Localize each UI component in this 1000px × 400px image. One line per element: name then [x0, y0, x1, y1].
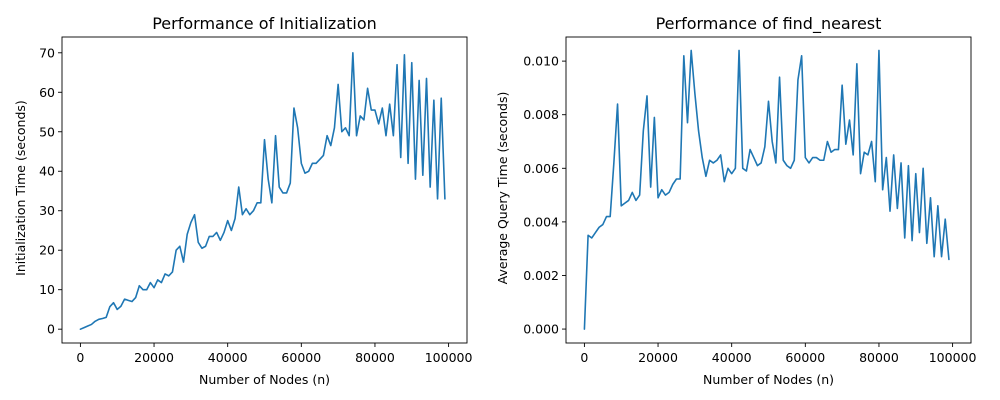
x-tick-label: 0 — [76, 350, 84, 365]
y-tick-label: 50 — [39, 124, 55, 139]
x-tick-label: 100000 — [929, 350, 977, 365]
find-nearest-chart-panel: Performance of find_nearest Number of No… — [495, 14, 976, 387]
y-tick-label: 0.010 — [523, 54, 559, 69]
x-axis-label: Number of Nodes (n) — [199, 372, 330, 387]
y-axis-label: Initialization Time (seconds) — [13, 100, 28, 276]
series-line — [79, 51, 446, 330]
x-tick-label: 0 — [580, 350, 588, 365]
y-tick-label: 30 — [39, 203, 55, 218]
y-tick-label: 10 — [39, 282, 55, 297]
x-tick-label: 40000 — [208, 350, 248, 365]
axis-ticks: 0 20000 40000 60000 80000 100000 0.000 0.002 0.0… — [523, 54, 976, 365]
chart-title: Performance of find_nearest — [656, 14, 882, 34]
x-tick-label: 20000 — [638, 350, 678, 365]
x-tick-label: 60000 — [785, 350, 825, 365]
y-axis-label: Average Query Time (seconds) — [495, 92, 510, 285]
y-tick-label: 0.000 — [523, 322, 559, 337]
y-tick-label: 20 — [39, 243, 55, 258]
x-tick-label: 80000 — [859, 350, 899, 365]
x-tick-label: 20000 — [134, 350, 174, 365]
y-tick-label: 0.004 — [523, 214, 559, 229]
x-tick-label: 100000 — [425, 350, 473, 365]
y-tick-label: 0.006 — [523, 161, 559, 176]
axis-ticks: 0 20000 40000 60000 80000 100000 0 10 20 30 40 50 60… — [39, 45, 472, 365]
x-tick-label: 40000 — [712, 350, 752, 365]
y-tick-label: 70 — [39, 45, 55, 60]
x-axis-label: Number of Nodes (n) — [703, 372, 834, 387]
x-tick-label: 80000 — [355, 350, 395, 365]
plot-frame — [565, 36, 972, 344]
y-tick-label: 0 — [47, 322, 55, 337]
y-tick-label: 0.008 — [523, 107, 559, 122]
y-tick-label: 0.002 — [523, 268, 559, 283]
series-line — [583, 49, 950, 330]
y-tick-label: 40 — [39, 164, 55, 179]
initialization-chart-panel: Performance of Initialization Number of … — [13, 14, 472, 387]
x-tick-label: 60000 — [281, 350, 321, 365]
plot-frame — [61, 36, 468, 344]
chart-title: Performance of Initialization — [152, 14, 377, 33]
y-tick-label: 60 — [39, 85, 55, 100]
